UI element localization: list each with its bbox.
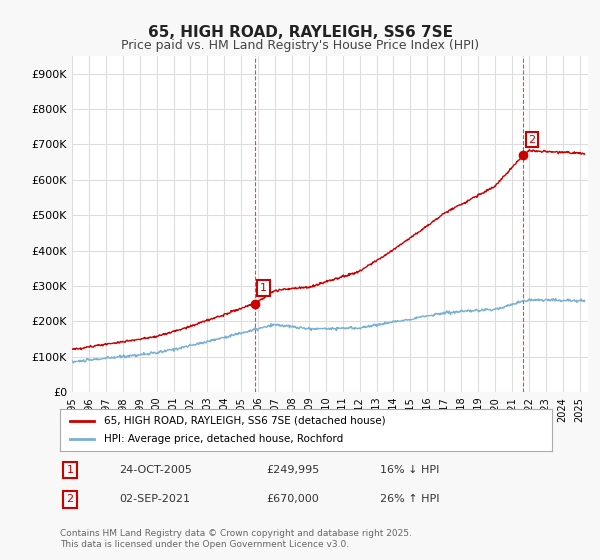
- Text: £249,995: £249,995: [266, 465, 320, 475]
- Text: 16% ↓ HPI: 16% ↓ HPI: [380, 465, 439, 475]
- Text: Price paid vs. HM Land Registry's House Price Index (HPI): Price paid vs. HM Land Registry's House …: [121, 39, 479, 52]
- Text: Contains HM Land Registry data © Crown copyright and database right 2025.
This d: Contains HM Land Registry data © Crown c…: [60, 529, 412, 549]
- Text: 1: 1: [260, 283, 267, 293]
- Text: HPI: Average price, detached house, Rochford: HPI: Average price, detached house, Roch…: [104, 434, 344, 444]
- Text: 2: 2: [66, 494, 73, 505]
- Text: 2: 2: [528, 134, 535, 144]
- Text: 1: 1: [67, 465, 73, 475]
- Text: 26% ↑ HPI: 26% ↑ HPI: [380, 494, 439, 505]
- Text: 65, HIGH ROAD, RAYLEIGH, SS6 7SE: 65, HIGH ROAD, RAYLEIGH, SS6 7SE: [148, 25, 452, 40]
- Text: 24-OCT-2005: 24-OCT-2005: [119, 465, 192, 475]
- Text: 65, HIGH ROAD, RAYLEIGH, SS6 7SE (detached house): 65, HIGH ROAD, RAYLEIGH, SS6 7SE (detach…: [104, 416, 386, 426]
- Text: 02-SEP-2021: 02-SEP-2021: [119, 494, 190, 505]
- Text: £670,000: £670,000: [266, 494, 319, 505]
